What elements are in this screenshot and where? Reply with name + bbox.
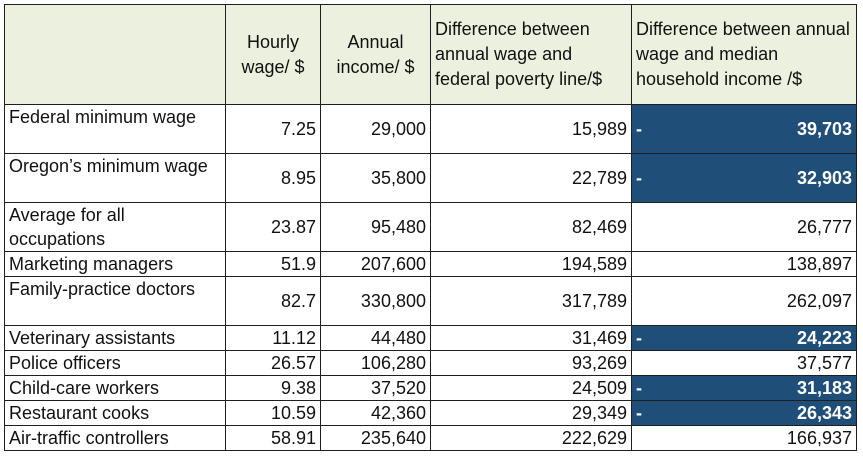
diff-median-cell: 166,937 bbox=[631, 425, 857, 451]
table-row: Police officers 26.57 106,280 93,269 37,577 bbox=[4, 350, 857, 376]
table-row: Family-practice doctors 82.7 330,800 317,78… bbox=[4, 276, 857, 326]
diff-median-value: 24,223 bbox=[796, 328, 852, 348]
diff-median-value: 138,897 bbox=[786, 254, 852, 274]
header-hourly-wage: Hourly wage/ $ bbox=[225, 4, 321, 105]
hourly-wage-cell: 23.87 bbox=[225, 202, 321, 252]
header-diff-median: Difference between annual wage and media… bbox=[631, 4, 857, 105]
annual-income-cell: 235,640 bbox=[320, 425, 431, 451]
table-row: Air-traffic controllers 58.91 235,640 222,6… bbox=[4, 425, 857, 451]
diff-median-value: 39,703 bbox=[796, 119, 852, 139]
negative-sign: - bbox=[636, 378, 642, 398]
diff-poverty-cell: 29,349 bbox=[430, 400, 632, 426]
diff-median-cell: - 26,343 bbox=[631, 400, 857, 426]
diff-median-cell: - 31,183 bbox=[631, 375, 857, 401]
header-diff-poverty: Difference between annual wage and feder… bbox=[430, 4, 632, 105]
hourly-wage-cell: 9.38 bbox=[225, 375, 321, 401]
hourly-wage-cell: 10.59 bbox=[225, 400, 321, 426]
annual-income-cell: 330,800 bbox=[320, 276, 431, 326]
annual-income-cell: 29,000 bbox=[320, 104, 431, 154]
diff-median-value: 26,777 bbox=[796, 217, 852, 237]
annual-income-cell: 44,480 bbox=[320, 325, 431, 351]
diff-poverty-cell: 24,509 bbox=[430, 375, 632, 401]
diff-median-cell: 138,897 bbox=[631, 251, 857, 277]
table-row: Veterinary assistants 11.12 44,480 31,469- 2… bbox=[4, 325, 857, 351]
header-annual-income: Annual income/ $ bbox=[320, 4, 431, 105]
row-label: Veterinary assistants bbox=[4, 325, 226, 351]
hourly-wage-cell: 58.91 bbox=[225, 425, 321, 451]
annual-income-cell: 37,520 bbox=[320, 375, 431, 401]
diff-poverty-cell: 222,629 bbox=[430, 425, 632, 451]
table-row: Marketing managers 51.9 207,600 194,589 138,… bbox=[4, 251, 857, 277]
diff-poverty-cell: 317,789 bbox=[430, 276, 632, 326]
hourly-wage-cell: 11.12 bbox=[225, 325, 321, 351]
diff-poverty-cell: 31,469 bbox=[430, 325, 632, 351]
row-label: Average for all occupations bbox=[4, 202, 226, 252]
annual-income-cell: 95,480 bbox=[320, 202, 431, 252]
row-label: Family-practice doctors bbox=[4, 276, 226, 326]
row-label: Child-care workers bbox=[4, 375, 226, 401]
row-label: Marketing managers bbox=[4, 251, 226, 277]
row-label: Restaurant cooks bbox=[4, 400, 226, 426]
header-row: Hourly wage/ $ Annual income/ $ Differen… bbox=[4, 4, 857, 105]
table-row: Restaurant cooks 10.59 42,360 29,349- 26,343 bbox=[4, 400, 857, 426]
table-row: Child-care workers 9.38 37,520 24,509- 31,18… bbox=[4, 375, 857, 401]
negative-sign: - bbox=[636, 119, 642, 139]
row-label: Police officers bbox=[4, 350, 226, 376]
table-row: Average for all occupations 23.87 95,480 82… bbox=[4, 202, 857, 252]
hourly-wage-cell: 51.9 bbox=[225, 251, 321, 277]
hourly-wage-cell: 8.95 bbox=[225, 153, 321, 203]
diff-median-value: 262,097 bbox=[786, 291, 852, 311]
hourly-wage-cell: 26.57 bbox=[225, 350, 321, 376]
diff-median-value: 32,903 bbox=[796, 168, 852, 188]
diff-poverty-cell: 22,789 bbox=[430, 153, 632, 203]
wage-comparison-table: Hourly wage/ $ Annual income/ $ Differen… bbox=[4, 4, 857, 451]
negative-sign: - bbox=[636, 328, 642, 348]
table-row: Federal minimum wage 7.25 29,000 15,989- 39,… bbox=[4, 104, 857, 154]
diff-median-cell: - 32,903 bbox=[631, 153, 857, 203]
hourly-wage-cell: 7.25 bbox=[225, 104, 321, 154]
row-label: Federal minimum wage bbox=[4, 104, 226, 154]
header-corner-cell bbox=[4, 4, 226, 105]
annual-income-cell: 106,280 bbox=[320, 350, 431, 376]
annual-income-cell: 42,360 bbox=[320, 400, 431, 426]
diff-median-cell: - 39,703 bbox=[631, 104, 857, 154]
table-row: Oregon’s minimum wage 8.95 35,800 22,789- 32… bbox=[4, 153, 857, 203]
negative-sign: - bbox=[636, 403, 642, 423]
diff-median-value: 37,577 bbox=[796, 353, 852, 373]
diff-median-cell: 37,577 bbox=[631, 350, 857, 376]
row-label: Oregon’s minimum wage bbox=[4, 153, 226, 203]
diff-poverty-cell: 82,469 bbox=[430, 202, 632, 252]
diff-poverty-cell: 194,589 bbox=[430, 251, 632, 277]
diff-median-cell: 26,777 bbox=[631, 202, 857, 252]
row-label: Air-traffic controllers bbox=[4, 425, 226, 451]
diff-median-cell: - 24,223 bbox=[631, 325, 857, 351]
diff-median-value: 31,183 bbox=[796, 378, 852, 398]
diff-poverty-cell: 93,269 bbox=[430, 350, 632, 376]
hourly-wage-cell: 82.7 bbox=[225, 276, 321, 326]
table-body: Federal minimum wage 7.25 29,000 15,989-39,… bbox=[4, 104, 857, 451]
annual-income-cell: 207,600 bbox=[320, 251, 431, 277]
annual-income-cell: 35,800 bbox=[320, 153, 431, 203]
diff-median-value: 166,937 bbox=[786, 428, 852, 448]
diff-poverty-cell: 15,989 bbox=[430, 104, 632, 154]
diff-median-cell: 262,097 bbox=[631, 276, 857, 326]
diff-median-value: 26,343 bbox=[796, 403, 852, 423]
negative-sign: - bbox=[636, 168, 642, 188]
